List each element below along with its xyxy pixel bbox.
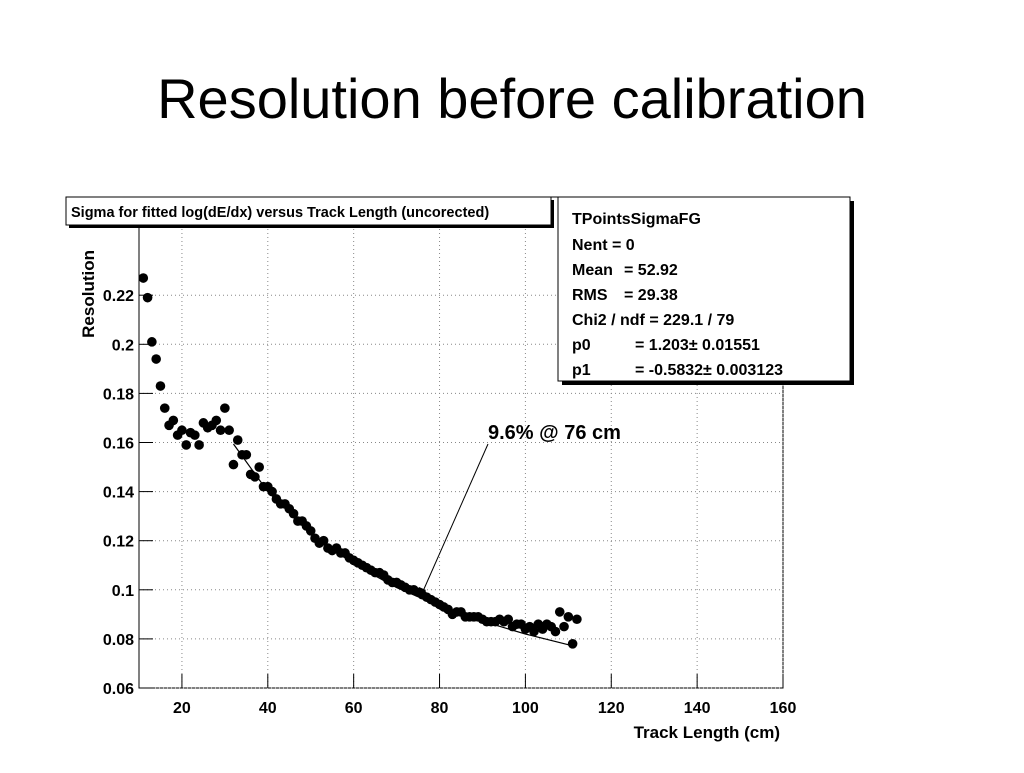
x-axis-label: Track Length (cm) (634, 723, 780, 742)
stats-entry: p1 (572, 362, 591, 379)
y-tick-label: 0.06 (103, 681, 134, 698)
stats-entry: Nent = 0 (572, 237, 635, 254)
data-point (151, 354, 161, 364)
data-point (224, 425, 234, 436)
data-point (572, 614, 582, 625)
data-point (567, 639, 578, 649)
data-point (554, 607, 565, 617)
x-tick-label: 100 (512, 700, 539, 717)
stats-entry: Chi2 / ndf = 229.1 / 79 (572, 312, 734, 329)
x-tick-label: 20 (173, 700, 191, 717)
data-point (559, 621, 569, 632)
y-tick-label: 0.16 (103, 436, 134, 453)
y-tick-label: 0.08 (103, 632, 134, 649)
stats-entry: = 52.92 (624, 262, 678, 279)
data-point (138, 273, 149, 283)
stats-entry: = 1.203± 0.01551 (635, 337, 760, 354)
stats-entry: = 29.38 (624, 287, 678, 304)
data-point (254, 462, 265, 472)
data-point (194, 440, 204, 450)
data-point (563, 612, 574, 622)
data-point (228, 459, 239, 470)
x-tick-label: 40 (259, 700, 277, 717)
x-tick-label: 160 (770, 700, 797, 717)
data-point (142, 292, 153, 303)
data-point (550, 626, 561, 637)
data-point (168, 415, 179, 426)
stats-box (557, 196, 851, 382)
y-axis-label: Resolution (79, 250, 98, 338)
data-point (267, 486, 277, 497)
y-tick-label: 0.12 (103, 534, 134, 551)
chart-title: Sigma for fitted log(dE/dx) versus Track… (71, 205, 489, 221)
y-tick-label: 0.14 (103, 485, 134, 502)
x-tick-label: 60 (345, 700, 363, 717)
y-tick-label: 0.18 (103, 386, 134, 403)
data-point (288, 508, 299, 519)
data-point (181, 440, 192, 450)
y-tick-label: 0.1 (112, 583, 134, 600)
y-tick-label: 0.22 (103, 288, 134, 305)
data-point (211, 415, 222, 426)
x-tick-label: 120 (598, 700, 625, 717)
data-point (147, 337, 157, 347)
data-point (318, 535, 329, 546)
data-point (190, 430, 200, 440)
annotation-arrow (419, 443, 489, 599)
data-point (220, 403, 230, 413)
stats-entry: p0 (572, 337, 591, 354)
data-point (155, 381, 166, 391)
data-point (232, 435, 243, 445)
stats-name: TPointsSigmaFG (572, 211, 701, 228)
y-tick-label: 0.2 (112, 337, 134, 354)
stats-entry: RMS (572, 287, 608, 304)
slide-title: Resolution before calibration (157, 67, 867, 130)
data-point (503, 614, 514, 625)
arrow-head (419, 587, 426, 598)
x-tick-label: 80 (431, 700, 449, 717)
data-point (305, 526, 316, 536)
data-point (241, 449, 252, 460)
data-point (177, 425, 187, 436)
annotation: 9.6% @ 76 cm (488, 422, 621, 444)
x-tick-label: 140 (684, 700, 711, 717)
title-box (65, 196, 552, 226)
data-point (159, 403, 170, 413)
data-point (215, 425, 226, 436)
data-point (250, 472, 260, 482)
stats-entry: Mean (572, 262, 613, 279)
stats-entry: = -0.5832± 0.003123 (635, 362, 783, 379)
data-point (529, 626, 539, 637)
